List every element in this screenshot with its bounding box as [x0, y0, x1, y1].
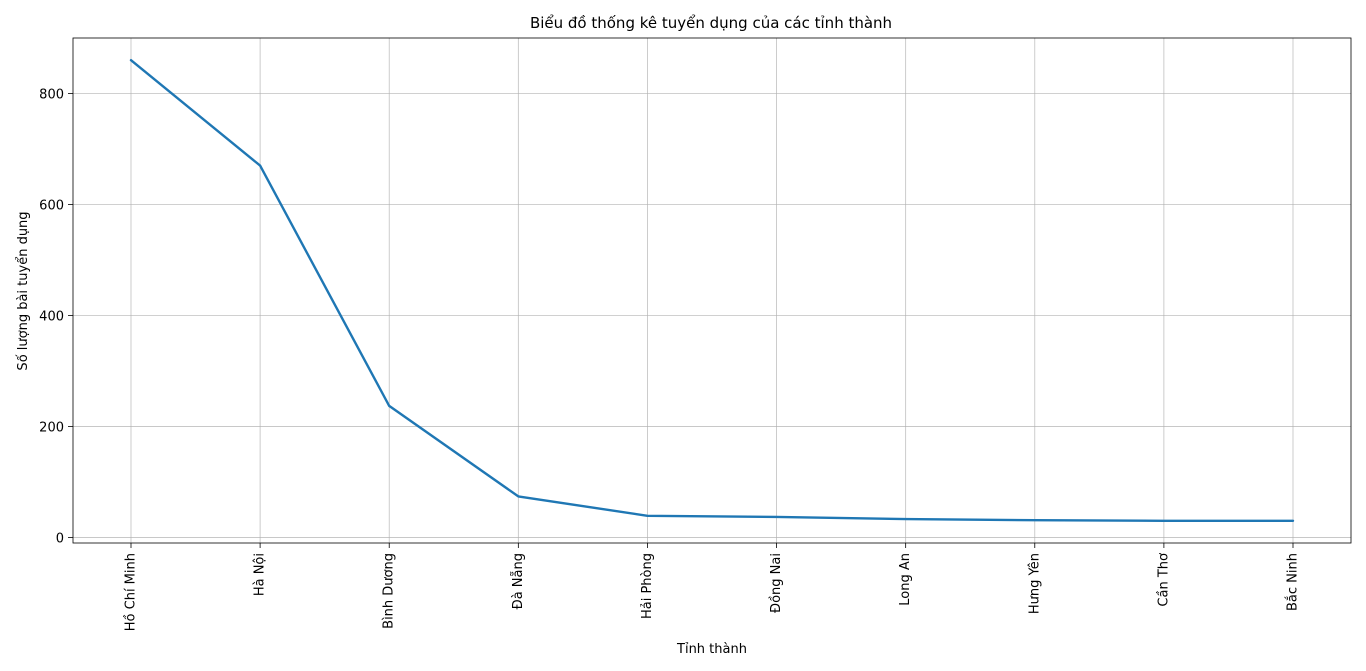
- x-axis-ticks: Hồ Chí Minh Hà Nội Bình Dương Đà Nẵng Hải Ph…: [124, 543, 1301, 631]
- y-tick-label: 0: [56, 531, 64, 546]
- series: [129, 59, 1295, 522]
- y-tick-label: 200: [39, 420, 64, 435]
- plot-frame: [72, 37, 1352, 544]
- chart-title: Biểu đồ thống kê tuyển dụng của các tỉnh…: [530, 14, 892, 32]
- grid: [73, 38, 1351, 543]
- x-tick-label: Cần Thơ: [1156, 553, 1171, 607]
- y-tick-label: 800: [39, 87, 64, 102]
- x-tick-label: Hưng Yên: [1027, 553, 1042, 614]
- y-axis-label: Số lượng bài tuyển dụng: [16, 211, 31, 370]
- x-tick-label: Hà Nội: [253, 553, 268, 596]
- x-tick-label: Bình Dương: [382, 553, 397, 629]
- x-tick-label: Bắc Ninh: [1286, 553, 1301, 611]
- x-tick-label: Hồ Chí Minh: [124, 553, 139, 631]
- x-tick-label: Đồng Nai: [769, 553, 784, 613]
- y-tick-label: 400: [39, 309, 64, 324]
- y-tick-label: 600: [39, 198, 64, 213]
- data-line: [129, 59, 1295, 522]
- x-axis-label: Tỉnh thành: [676, 642, 747, 657]
- y-axis-ticks: 0 200 400 600 800: [39, 87, 73, 546]
- x-tick-label: Đà Nẵng: [511, 553, 526, 609]
- x-tick-label: Hải Phòng: [640, 553, 655, 619]
- x-tick-label: Long An: [898, 553, 913, 606]
